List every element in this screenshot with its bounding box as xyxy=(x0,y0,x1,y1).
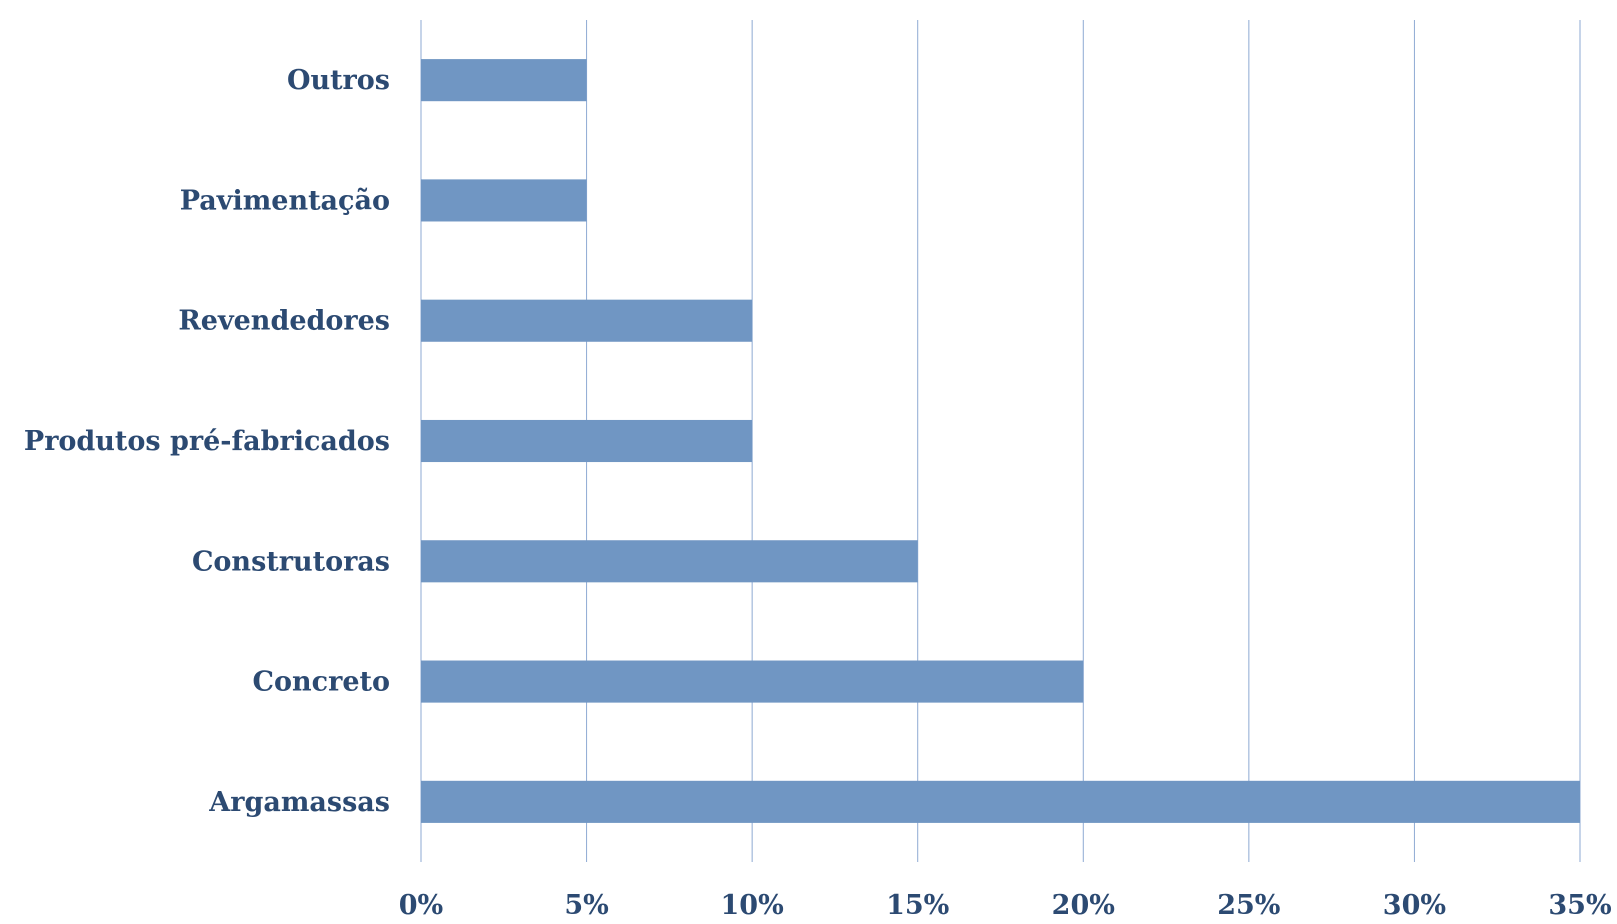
x-tick-label: 0% xyxy=(399,890,443,921)
x-tick-label: 30% xyxy=(1383,890,1446,921)
bar-4 xyxy=(421,540,918,583)
grid-lines xyxy=(420,20,1581,862)
category-label: Outros xyxy=(287,65,390,96)
bar-5 xyxy=(421,660,1084,703)
bar-1 xyxy=(421,179,587,222)
x-tick-label: 25% xyxy=(1217,890,1280,921)
x-tick-label: 20% xyxy=(1052,890,1115,921)
bar-0 xyxy=(421,59,587,102)
category-labels: Outros Pavimentação Revendedores Produtos p… xyxy=(24,65,390,818)
category-label: Concreto xyxy=(253,667,390,698)
x-tick-label: 5% xyxy=(564,890,608,921)
bar-2 xyxy=(421,299,753,342)
x-tick-label: 15% xyxy=(886,890,949,921)
x-axis-tick-labels: 0% 5% 10% 15% 20% 25% 30% 35% xyxy=(399,890,1612,921)
x-tick-label: 10% xyxy=(721,890,784,921)
x-tick-label: 35% xyxy=(1548,890,1611,921)
bar-6 xyxy=(421,780,1580,823)
bar-3 xyxy=(421,419,753,463)
category-label: Argamassas xyxy=(208,787,390,818)
category-label: Produtos pré-fabricados xyxy=(24,426,390,457)
category-label: Construtoras xyxy=(192,546,390,577)
category-label: Pavimentação xyxy=(180,185,390,216)
bars xyxy=(421,59,1580,823)
category-label: Revendedores xyxy=(178,306,390,337)
